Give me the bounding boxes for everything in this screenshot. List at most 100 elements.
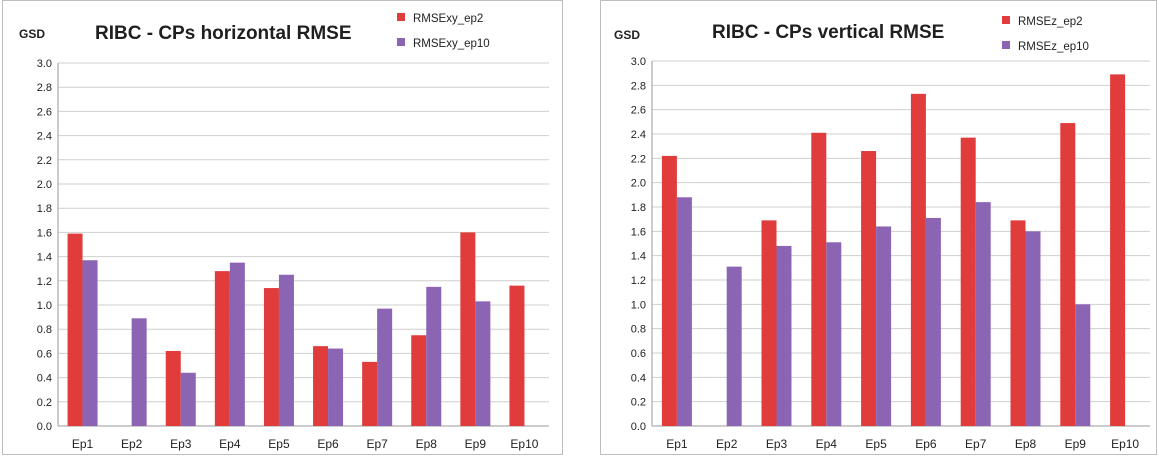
- y-tick-label: 2.2: [37, 155, 52, 167]
- bar-rmsexy-ep2-ep9: [460, 232, 476, 426]
- y-tick-label: 1.2: [631, 275, 646, 287]
- x-category-label: Ep10: [510, 437, 538, 451]
- bar-rmsez-ep10-ep3: [776, 245, 792, 426]
- y-tick-label: 1.4: [631, 251, 646, 263]
- y-tick-label: 0.2: [37, 397, 52, 409]
- x-category-label: Ep10: [1111, 437, 1139, 451]
- y-tick-label: 3.0: [631, 56, 646, 68]
- y-tick-label: 0.0: [37, 421, 52, 433]
- y-tick-label: 1.8: [37, 203, 52, 215]
- x-category-label: Ep9: [465, 437, 487, 451]
- bar-rmsexy-ep2-ep8: [411, 335, 427, 426]
- bar-rmsez-ep10-ep1: [676, 197, 692, 426]
- y-tick-label: 1.4: [37, 252, 52, 264]
- bar-rmsez-ep10-ep8: [1025, 231, 1041, 426]
- y-tick-label: 2.6: [631, 105, 646, 117]
- bar-rmsexy-ep2-ep6: [313, 346, 329, 426]
- bar-rmsexy-ep2-ep7: [362, 361, 378, 426]
- chart-title: RIBC - CPs horizontal RMSE: [95, 23, 352, 44]
- y-tick-label: 2.2: [631, 153, 646, 165]
- bar-rmsexy-ep10-ep7: [377, 308, 393, 426]
- bar-rmsez-ep2-ep3: [761, 220, 777, 426]
- horizontal-rmse-chart: GSD RIBC - CPs horizontal RMSE RMSExy_ep…: [2, 0, 563, 455]
- y-tick-label: 2.6: [37, 106, 52, 118]
- bar-rmsexy-ep10-ep8: [426, 286, 442, 426]
- y-tick-label: 0.4: [37, 373, 52, 385]
- bar-rmsexy-ep2-ep5: [263, 288, 279, 426]
- bar-rmsez-ep2-ep7: [960, 137, 976, 426]
- x-category-label: Ep7: [965, 437, 987, 451]
- x-category-label: Ep4: [219, 437, 241, 451]
- bar-rmsexy-ep10-ep3: [180, 372, 196, 426]
- bar-rmsez-ep2-ep10: [1110, 74, 1126, 426]
- x-category-label: Ep4: [816, 437, 838, 451]
- y-tick-label: 1.6: [631, 226, 646, 238]
- y-tick-label: 0.6: [631, 348, 646, 360]
- bar-rmsez-ep10-ep4: [826, 242, 842, 426]
- y-tick-label: 2.4: [631, 129, 646, 141]
- y-tick-label: 2.4: [37, 131, 52, 143]
- legend-swatch-ep10: [1002, 41, 1010, 49]
- y-tick-label: 1.2: [37, 276, 52, 288]
- x-category-label: Ep8: [1015, 437, 1037, 451]
- x-category-label: Ep6: [317, 437, 339, 451]
- bar-rmsez-ep2-ep5: [861, 151, 877, 427]
- x-category-label: Ep3: [170, 437, 192, 451]
- bar-rmsez-ep10-ep5: [876, 226, 892, 426]
- bar-rmsexy-ep10-ep2: [131, 318, 147, 426]
- bar-rmsez-ep2-ep9: [1060, 123, 1076, 427]
- y-tick-label: 0.4: [631, 372, 646, 384]
- chart-title: RIBC - CPs vertical RMSE: [712, 22, 944, 43]
- y-tick-label: 0.6: [37, 348, 52, 360]
- x-category-label: Ep1: [72, 437, 94, 451]
- x-category-label: Ep3: [766, 437, 788, 451]
- y-unit-label: GSD: [19, 27, 45, 41]
- legend-label-ep2: RMSExy_ep2: [413, 13, 483, 25]
- bar-rmsexy-ep2-ep3: [165, 350, 181, 426]
- bar-rmsexy-ep2-ep4: [214, 271, 230, 426]
- bar-rmsexy-ep10-ep9: [475, 301, 491, 426]
- y-tick-label: 1.0: [631, 299, 646, 311]
- bar-rmsez-ep10-ep2: [726, 266, 742, 426]
- legend-label-ep2: RMSEz_ep2: [1018, 16, 1083, 28]
- bar-rmsez-ep10-ep9: [1075, 304, 1091, 426]
- bar-rmsez-ep10-ep6: [925, 217, 941, 426]
- legend-swatch-ep2: [1002, 16, 1010, 24]
- bar-rmsez-ep2-ep8: [1010, 220, 1026, 426]
- y-tick-label: 2.0: [631, 178, 646, 190]
- bar-rmsexy-ep2-ep10: [509, 285, 525, 426]
- horizontal-rmse-chart-svg: GSD RIBC - CPs horizontal RMSE RMSExy_ep…: [19, 13, 549, 451]
- bar-rmsexy-ep10-ep4: [229, 262, 245, 426]
- legend-swatch-ep10: [397, 38, 405, 46]
- y-tick-label: 1.6: [37, 227, 52, 239]
- legend-swatch-ep2: [397, 13, 405, 21]
- x-category-label: Ep2: [716, 437, 738, 451]
- x-category-label: Ep8: [416, 437, 438, 451]
- x-category-label: Ep7: [366, 437, 388, 451]
- y-unit-label: GSD: [614, 28, 640, 42]
- x-category-label: Ep5: [268, 437, 290, 451]
- bar-rmsexy-ep10-ep1: [82, 260, 98, 426]
- bar-rmsexy-ep2-ep1: [67, 233, 83, 426]
- bar-rmsez-ep2-ep1: [661, 155, 677, 426]
- bar-rmsez-ep2-ep6: [910, 93, 926, 426]
- x-category-label: Ep9: [1065, 437, 1087, 451]
- bar-rmsexy-ep10-ep6: [328, 348, 344, 426]
- x-category-label: Ep6: [915, 437, 937, 451]
- y-tick-label: 0.8: [631, 324, 646, 336]
- legend-label-ep10: RMSExy_ep10: [413, 38, 490, 50]
- y-tick-label: 0.8: [37, 324, 52, 336]
- bar-rmsexy-ep10-ep5: [278, 274, 294, 426]
- y-tick-label: 2.8: [631, 80, 646, 92]
- y-tick-label: 1.8: [631, 202, 646, 214]
- y-tick-label: 1.0: [37, 300, 52, 312]
- bar-rmsez-ep2-ep4: [811, 132, 827, 427]
- vertical-rmse-chart: GSD RIBC - CPs vertical RMSE RMSEz_ep2 R…: [600, 0, 1157, 455]
- x-category-label: Ep5: [865, 437, 887, 451]
- y-tick-label: 0.0: [631, 421, 646, 433]
- x-category-label: Ep2: [121, 437, 143, 451]
- y-tick-label: 2.0: [37, 179, 52, 191]
- y-tick-label: 2.8: [37, 82, 52, 94]
- vertical-rmse-chart-svg: GSD RIBC - CPs vertical RMSE RMSEz_ep2 R…: [614, 16, 1150, 451]
- x-category-label: Ep1: [666, 437, 688, 451]
